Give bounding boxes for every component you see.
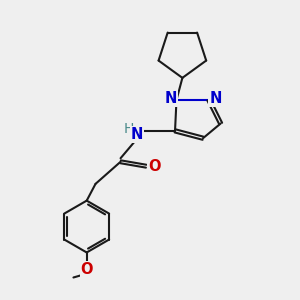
Text: H: H (123, 122, 134, 136)
Text: N: N (165, 91, 177, 106)
Text: O: O (80, 262, 93, 277)
Text: N: N (130, 127, 143, 142)
Text: N: N (209, 91, 222, 106)
Text: O: O (148, 159, 161, 174)
